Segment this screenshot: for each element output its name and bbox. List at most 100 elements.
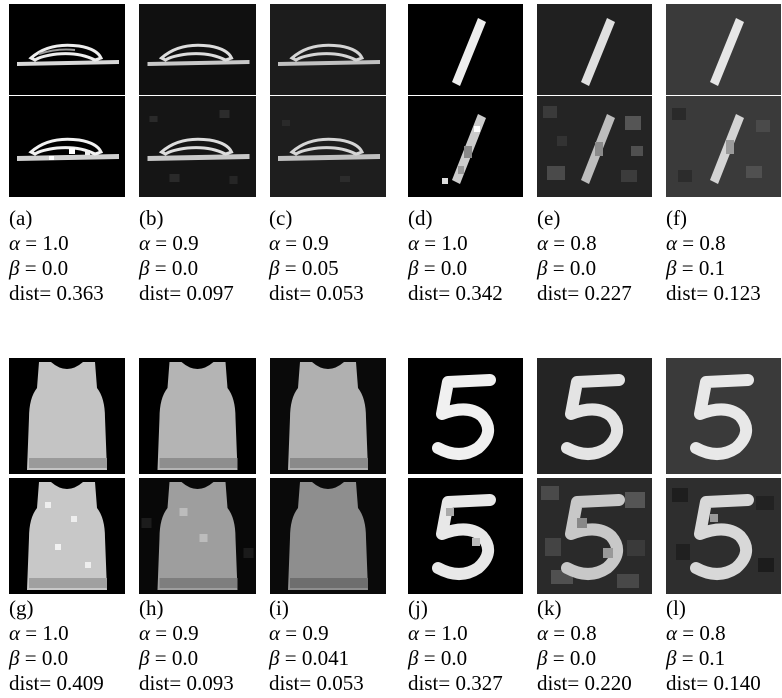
alpha-symbol: α — [269, 231, 281, 255]
tank-top-icon — [27, 362, 107, 470]
beta-value: 0.0 — [171, 256, 199, 280]
caption-k: (k) α = 0.8 β = 0.0 dist= 0.220 — [537, 596, 632, 695]
alpha-symbol: α — [666, 231, 678, 255]
digit-one-icon — [710, 18, 744, 86]
alpha-symbol: α — [9, 231, 21, 255]
digit-one-original-image-e — [537, 4, 652, 95]
caption-e: (e) α = 0.8 β = 0.0 dist= 0.227 — [537, 206, 632, 305]
digit-one-perturbed-image-f — [666, 96, 781, 197]
beta-symbol: β — [269, 256, 280, 280]
beta-value: 0.0 — [171, 646, 199, 670]
digit-five-icon — [432, 494, 496, 580]
sandal-original-image-b — [139, 4, 256, 95]
digit-one-icon — [672, 108, 770, 184]
digit-five-original-image-k — [537, 358, 652, 474]
dist-value: 0.140 — [713, 671, 761, 695]
caption-a: (a) α = 1.0 β = 0.0 dist= 0.363 — [9, 206, 104, 305]
beta-symbol: β — [408, 646, 419, 670]
dist-value: 0.409 — [56, 671, 104, 695]
digit-one-icon — [442, 114, 486, 184]
beta-symbol: β — [537, 256, 548, 280]
caption-h: (h) α = 0.9 β = 0.0 dist= 0.093 — [139, 596, 234, 695]
alpha-value: 0.8 — [699, 621, 726, 645]
alpha-value: 0.8 — [570, 621, 597, 645]
dist-value: 0.342 — [455, 281, 503, 305]
tank-top-icon — [288, 482, 368, 590]
alpha-symbol: α — [139, 231, 151, 255]
tank-top-original-image-h — [139, 358, 256, 474]
beta-symbol: β — [537, 646, 548, 670]
tank-top-perturbed-image-g — [9, 478, 125, 594]
alpha-value: 0.9 — [172, 231, 199, 255]
caption-g: (g) α = 1.0 β = 0.0 dist= 0.409 — [9, 596, 104, 695]
sandal-icon — [278, 43, 380, 66]
panel-label: (b) — [139, 206, 164, 230]
beta-value: 0.0 — [41, 646, 69, 670]
dist-value: 0.053 — [316, 671, 364, 695]
beta-value: 0.0 — [569, 256, 597, 280]
alpha-value: 0.9 — [302, 231, 329, 255]
tank-top-icon — [27, 482, 107, 590]
caption-j: (j) α = 1.0 β = 0.0 dist= 0.327 — [408, 596, 503, 695]
alpha-value: 0.9 — [302, 621, 329, 645]
beta-value: 0.1 — [698, 646, 726, 670]
beta-value: 0.0 — [569, 646, 597, 670]
alpha-symbol: α — [139, 621, 151, 645]
beta-value: 0.05 — [301, 256, 339, 280]
beta-value: 0.0 — [41, 256, 69, 280]
alpha-value: 0.8 — [570, 231, 597, 255]
alpha-symbol: α — [666, 621, 678, 645]
dist-value: 0.053 — [316, 281, 364, 305]
alpha-symbol: α — [9, 621, 21, 645]
digit-five-icon — [690, 374, 754, 460]
sandal-icon — [17, 137, 119, 161]
digit-five-icon — [541, 486, 645, 588]
beta-symbol: β — [666, 646, 677, 670]
panel-label: (i) — [269, 596, 289, 620]
panel-label: (a) — [9, 206, 33, 230]
alpha-symbol: α — [408, 621, 420, 645]
dist-value: 0.093 — [186, 671, 234, 695]
digit-one-perturbed-image-d — [408, 96, 523, 197]
dist-value: 0.227 — [584, 281, 632, 305]
panel-label: (e) — [537, 206, 561, 230]
dist-value: 0.097 — [186, 281, 234, 305]
alpha-symbol: α — [537, 231, 549, 255]
beta-symbol: β — [9, 256, 20, 280]
alpha-value: 0.9 — [172, 621, 199, 645]
dist-value: 0.220 — [584, 671, 632, 695]
sandal-icon — [147, 43, 250, 66]
beta-value: 0.041 — [301, 646, 350, 670]
panel-label: (l) — [666, 596, 686, 620]
digit-one-perturbed-image-e — [537, 96, 652, 197]
tank-top-icon — [157, 362, 238, 470]
digit-one-icon — [581, 18, 615, 86]
digit-five-perturbed-image-k — [537, 478, 652, 594]
digit-five-icon — [432, 374, 496, 460]
digit-five-original-image-j — [408, 358, 523, 474]
beta-value: 0.0 — [440, 646, 468, 670]
caption-f: (f) α = 0.8 β = 0.1 dist= 0.123 — [666, 206, 761, 305]
digit-one-original-image-d — [408, 4, 523, 95]
digit-five-perturbed-image-j — [408, 478, 523, 594]
digit-one-icon — [452, 18, 486, 86]
panel-label: (d) — [408, 206, 433, 230]
caption-l: (l) α = 0.8 β = 0.1 dist= 0.140 — [666, 596, 761, 695]
tank-top-icon — [288, 362, 368, 470]
digit-five-original-image-l — [666, 358, 781, 474]
alpha-value: 1.0 — [42, 231, 69, 255]
sandal-icon — [17, 43, 119, 66]
beta-symbol: β — [139, 256, 150, 280]
digit-five-perturbed-image-l — [666, 478, 781, 594]
sandal-perturbed-image-a — [9, 96, 125, 197]
tank-top-original-image-i — [270, 358, 386, 474]
sandal-icon — [147, 110, 250, 184]
alpha-symbol: α — [408, 231, 420, 255]
sandal-icon — [278, 120, 380, 182]
tank-top-perturbed-image-i — [270, 478, 386, 594]
caption-b: (b) α = 0.9 β = 0.0 dist= 0.097 — [139, 206, 234, 305]
sandal-original-image-c — [270, 4, 386, 95]
beta-value: 0.1 — [698, 256, 726, 280]
sandal-perturbed-image-c — [270, 96, 386, 197]
alpha-symbol: α — [269, 621, 281, 645]
